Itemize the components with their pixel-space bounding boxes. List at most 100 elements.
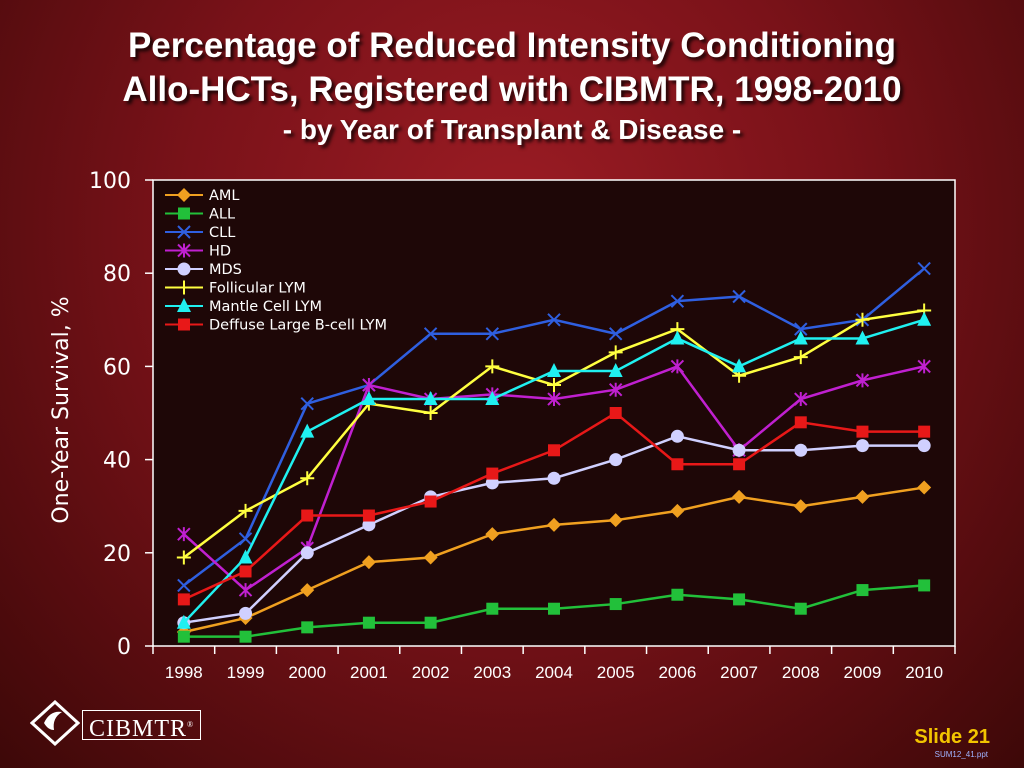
y-tick-label: 80 bbox=[103, 262, 131, 287]
data-point-hd bbox=[177, 527, 191, 542]
data-point-hd bbox=[547, 392, 561, 407]
x-tick-label: 2001 bbox=[350, 663, 388, 682]
data-point-follicular-lym bbox=[300, 471, 315, 486]
data-point-cll bbox=[238, 532, 253, 546]
data-point-all bbox=[362, 616, 375, 629]
legend-label-mantle-cell-lym: Mantle Cell LYM bbox=[209, 299, 322, 315]
y-tick-label: 0 bbox=[117, 635, 131, 660]
data-point-cll bbox=[423, 327, 438, 341]
diamond-logo-icon bbox=[30, 700, 80, 746]
data-point-hd bbox=[238, 583, 253, 598]
data-point-hd bbox=[917, 359, 931, 374]
data-point-all bbox=[548, 602, 560, 615]
chart-title-line-1: Percentage of Reduced Intensity Conditio… bbox=[127, 26, 897, 65]
data-point-deffuse-large-b-cell-lym bbox=[918, 425, 931, 438]
y-tick-label: 20 bbox=[103, 542, 131, 567]
data-point-aml bbox=[917, 480, 932, 495]
legend-marker-cll bbox=[177, 225, 191, 239]
data-point-cll bbox=[547, 313, 561, 327]
data-point-aml bbox=[361, 555, 376, 570]
legend-label-hd: HD bbox=[209, 244, 231, 260]
legend-marker-follicular-lym bbox=[177, 280, 191, 295]
data-point-all bbox=[733, 593, 746, 606]
data-point-mds bbox=[362, 518, 376, 532]
data-point-mds bbox=[239, 606, 253, 620]
data-point-follicular-lym bbox=[238, 503, 253, 518]
data-point-all bbox=[301, 621, 314, 634]
data-point-mantle-cell-lym bbox=[793, 330, 808, 345]
x-tick-label: 2002 bbox=[412, 663, 450, 682]
plot-area bbox=[152, 179, 956, 647]
data-point-mantle-cell-lym bbox=[547, 363, 561, 378]
data-point-aml bbox=[855, 489, 870, 504]
legend-label-cll: CLL bbox=[209, 225, 235, 241]
data-point-mds bbox=[485, 476, 499, 490]
data-point-aml bbox=[793, 499, 808, 514]
data-point-mantle-cell-lym bbox=[732, 358, 747, 373]
data-point-hd bbox=[855, 373, 870, 388]
data-point-mds bbox=[732, 443, 746, 457]
data-point-aml bbox=[300, 583, 315, 598]
data-point-mantle-cell-lym bbox=[485, 391, 500, 406]
legend-label-follicular-lym: Follicular LYM bbox=[209, 281, 306, 297]
x-tick-label: 2005 bbox=[597, 663, 635, 682]
data-point-all bbox=[918, 579, 931, 592]
slide-number: Slide 21 bbox=[914, 726, 990, 748]
data-point-follicular-lym bbox=[547, 378, 561, 393]
x-tick-label: 2003 bbox=[473, 663, 511, 682]
data-point-all bbox=[609, 598, 622, 611]
data-point-hd bbox=[608, 382, 623, 397]
chart-title-line-2: Allo-HCTs, Registered with CIBMTR, 1998-… bbox=[122, 70, 902, 109]
data-point-deffuse-large-b-cell-lym bbox=[733, 458, 746, 471]
data-point-cll bbox=[732, 289, 746, 304]
chart-subtitle: - by Year of Transplant & Disease - bbox=[282, 114, 742, 145]
data-point-cll bbox=[485, 327, 500, 341]
data-point-aml bbox=[485, 527, 500, 542]
data-point-all bbox=[486, 602, 499, 615]
data-point-all bbox=[856, 584, 869, 597]
data-point-follicular-lym bbox=[423, 406, 438, 420]
data-point-mds bbox=[917, 439, 931, 453]
data-point-hd bbox=[670, 359, 685, 374]
data-point-mds bbox=[670, 429, 684, 443]
data-point-cll bbox=[917, 261, 931, 276]
data-point-all bbox=[177, 630, 190, 643]
data-point-mds bbox=[794, 443, 808, 457]
data-point-mantle-cell-lym bbox=[238, 549, 253, 564]
data-point-mantle-cell-lym bbox=[423, 391, 438, 406]
y-axis-label: One-Year Survival, % bbox=[49, 296, 74, 523]
data-point-all bbox=[424, 616, 437, 629]
data-point-aml bbox=[670, 503, 685, 518]
data-point-hd bbox=[362, 378, 376, 393]
x-tick-label: 2010 bbox=[905, 663, 943, 682]
data-point-deffuse-large-b-cell-lym bbox=[239, 565, 252, 578]
data-point-follicular-lym bbox=[855, 312, 870, 327]
data-point-deffuse-large-b-cell-lym bbox=[486, 467, 499, 480]
data-point-mds bbox=[855, 439, 869, 453]
data-point-deffuse-large-b-cell-lym bbox=[177, 593, 190, 606]
data-point-mantle-cell-lym bbox=[300, 423, 315, 438]
data-point-mantle-cell-lym bbox=[855, 330, 870, 345]
data-point-aml bbox=[423, 550, 438, 565]
data-point-deffuse-large-b-cell-lym bbox=[671, 458, 684, 471]
y-tick-label: 100 bbox=[89, 169, 131, 194]
legend-label-all: ALL bbox=[209, 207, 235, 223]
data-point-cll bbox=[177, 578, 191, 593]
data-point-follicular-lym bbox=[176, 550, 191, 565]
data-point-mantle-cell-lym bbox=[608, 363, 623, 378]
y-tick-label: 60 bbox=[103, 355, 131, 380]
data-point-mantle-cell-lym bbox=[917, 311, 932, 326]
x-tick-label: 2009 bbox=[844, 663, 882, 682]
x-tick-label: 2006 bbox=[658, 663, 696, 682]
data-point-mantle-cell-lym bbox=[361, 391, 376, 406]
cibmtr-logo: CIBMTR® bbox=[30, 700, 210, 746]
x-tick-label: 1998 bbox=[165, 663, 203, 682]
data-point-follicular-lym bbox=[608, 345, 623, 360]
data-point-mds bbox=[609, 453, 623, 467]
data-point-mds bbox=[547, 471, 561, 485]
data-point-all bbox=[671, 588, 684, 601]
data-point-all bbox=[239, 630, 252, 643]
data-point-follicular-lym bbox=[793, 350, 808, 365]
logo-wordmark: CIBMTR® bbox=[82, 710, 202, 741]
data-point-aml bbox=[547, 517, 561, 532]
